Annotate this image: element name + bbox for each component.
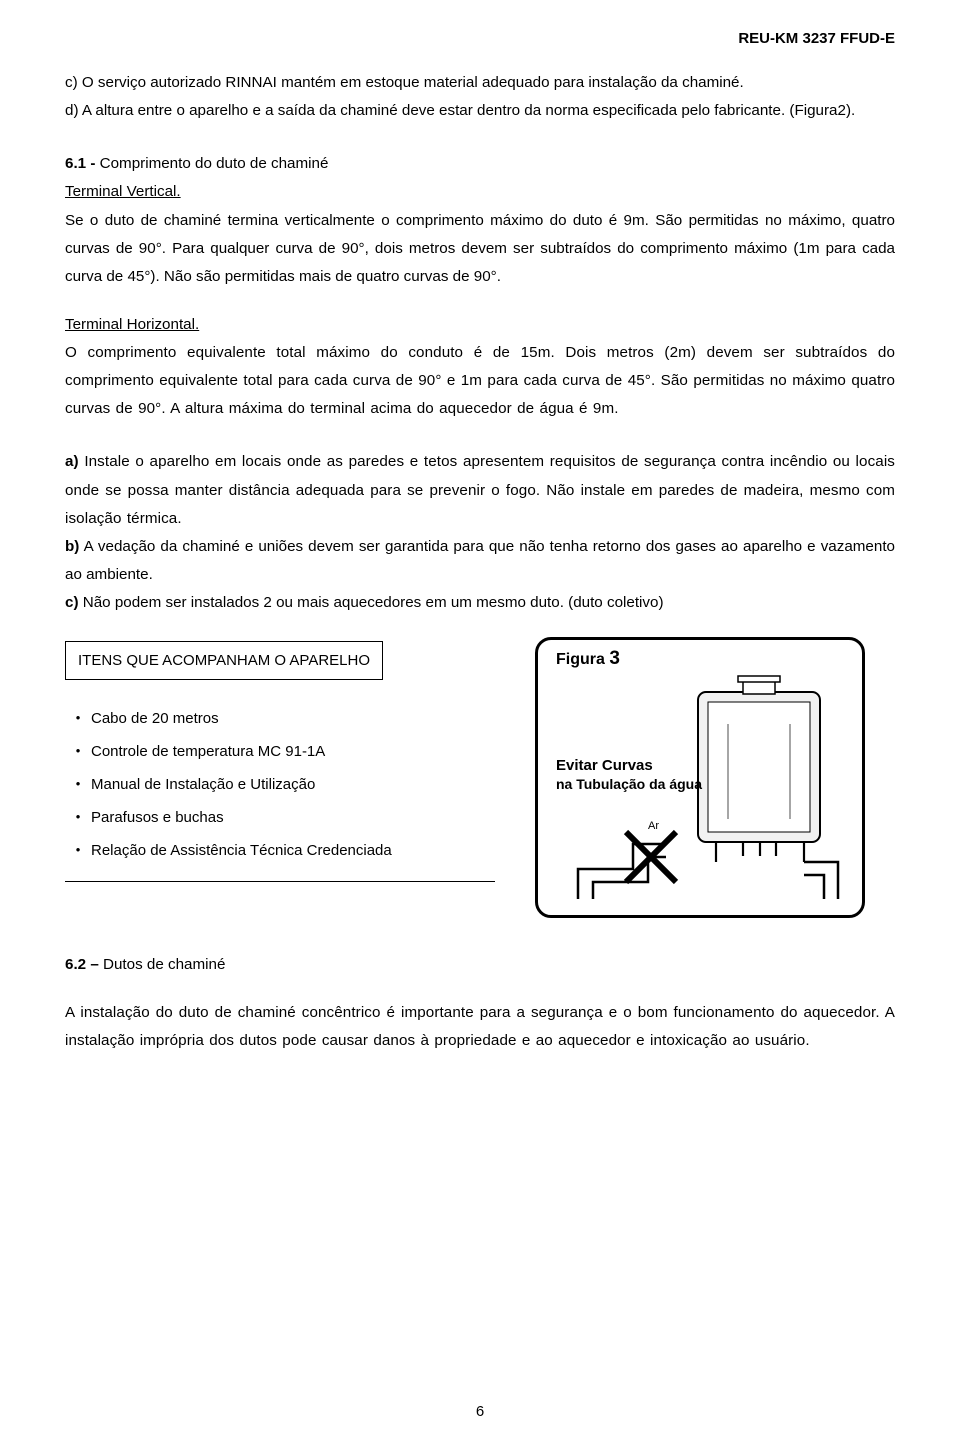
note-b: b) A vedação da chaminé e uniões devem s… <box>65 533 895 589</box>
list-item: •Cabo de 20 metros <box>65 702 495 735</box>
list-item: •Controle de temperatura MC 91-1A <box>65 735 495 768</box>
bullet-icon: • <box>65 836 91 865</box>
list-item-label: Cabo de 20 metros <box>91 702 219 735</box>
figure-number: 3 <box>609 648 620 669</box>
section-61-heading: 6.1 - Comprimento do duto de chaminé <box>65 150 895 178</box>
list-item: •Parafusos e buchas <box>65 801 495 834</box>
figure-label-text: Figura <box>556 651 605 668</box>
terminal-vertical-text: Se o duto de chaminé termina verticalmen… <box>65 207 895 291</box>
bullet-icon: • <box>65 770 91 799</box>
figure-3-svg: Ar Evitar Curvas na Tubulação da água <box>548 674 848 899</box>
terminal-horizontal-text: O comprimento equivalente total máximo d… <box>65 339 895 423</box>
note-c: c) Não podem ser instalados 2 ou mais aq… <box>65 589 895 617</box>
para-c: c) O serviço autorizado RINNAI mantém em… <box>65 69 895 97</box>
terminal-horizontal-label: Terminal Horizontal. <box>65 311 895 339</box>
section-61-title: Comprimento do duto de chaminé <box>100 155 329 172</box>
list-item: •Manual de Instalação e Utilização <box>65 768 495 801</box>
figure-caption-1: Evitar Curvas <box>556 757 653 774</box>
section-62-heading: 6.2 – Dutos de chaminé <box>65 951 895 979</box>
bullet-icon: • <box>65 737 91 766</box>
para-d: d) A altura entre o aparelho e a saída d… <box>65 97 895 125</box>
section-61-number: 6.1 - <box>65 155 95 172</box>
items-box-title: ITENS QUE ACOMPANHAM O APARELHO <box>65 641 383 680</box>
figure-caption-2: na Tubulação da água <box>556 776 702 792</box>
list-item-label: Manual de Instalação e Utilização <box>91 768 315 801</box>
bullet-icon: • <box>65 803 91 832</box>
list-item: •Relação de Assistência Técnica Credenci… <box>65 834 495 867</box>
list-item-label: Relação de Assistência Técnica Credencia… <box>91 834 392 867</box>
items-list: •Cabo de 20 metros •Controle de temperat… <box>65 702 495 867</box>
section-62-text: A instalação do duto de chaminé concêntr… <box>65 999 895 1055</box>
figure-3: Figura 3 <box>535 637 865 918</box>
list-item-label: Parafusos e buchas <box>91 801 224 834</box>
list-item-label: Controle de temperatura MC 91-1A <box>91 735 325 768</box>
note-a: a) Instale o aparelho em locais onde as … <box>65 448 895 532</box>
ar-label: Ar <box>648 820 659 832</box>
terminal-vertical-label: Terminal Vertical. <box>65 178 895 206</box>
items-box-container: ITENS QUE ACOMPANHAM O APARELHO •Cabo de… <box>65 637 495 882</box>
bullet-icon: • <box>65 704 91 733</box>
doc-code: REU-KM 3237 FFUD-E <box>65 30 895 47</box>
page-number: 6 <box>0 1403 960 1420</box>
